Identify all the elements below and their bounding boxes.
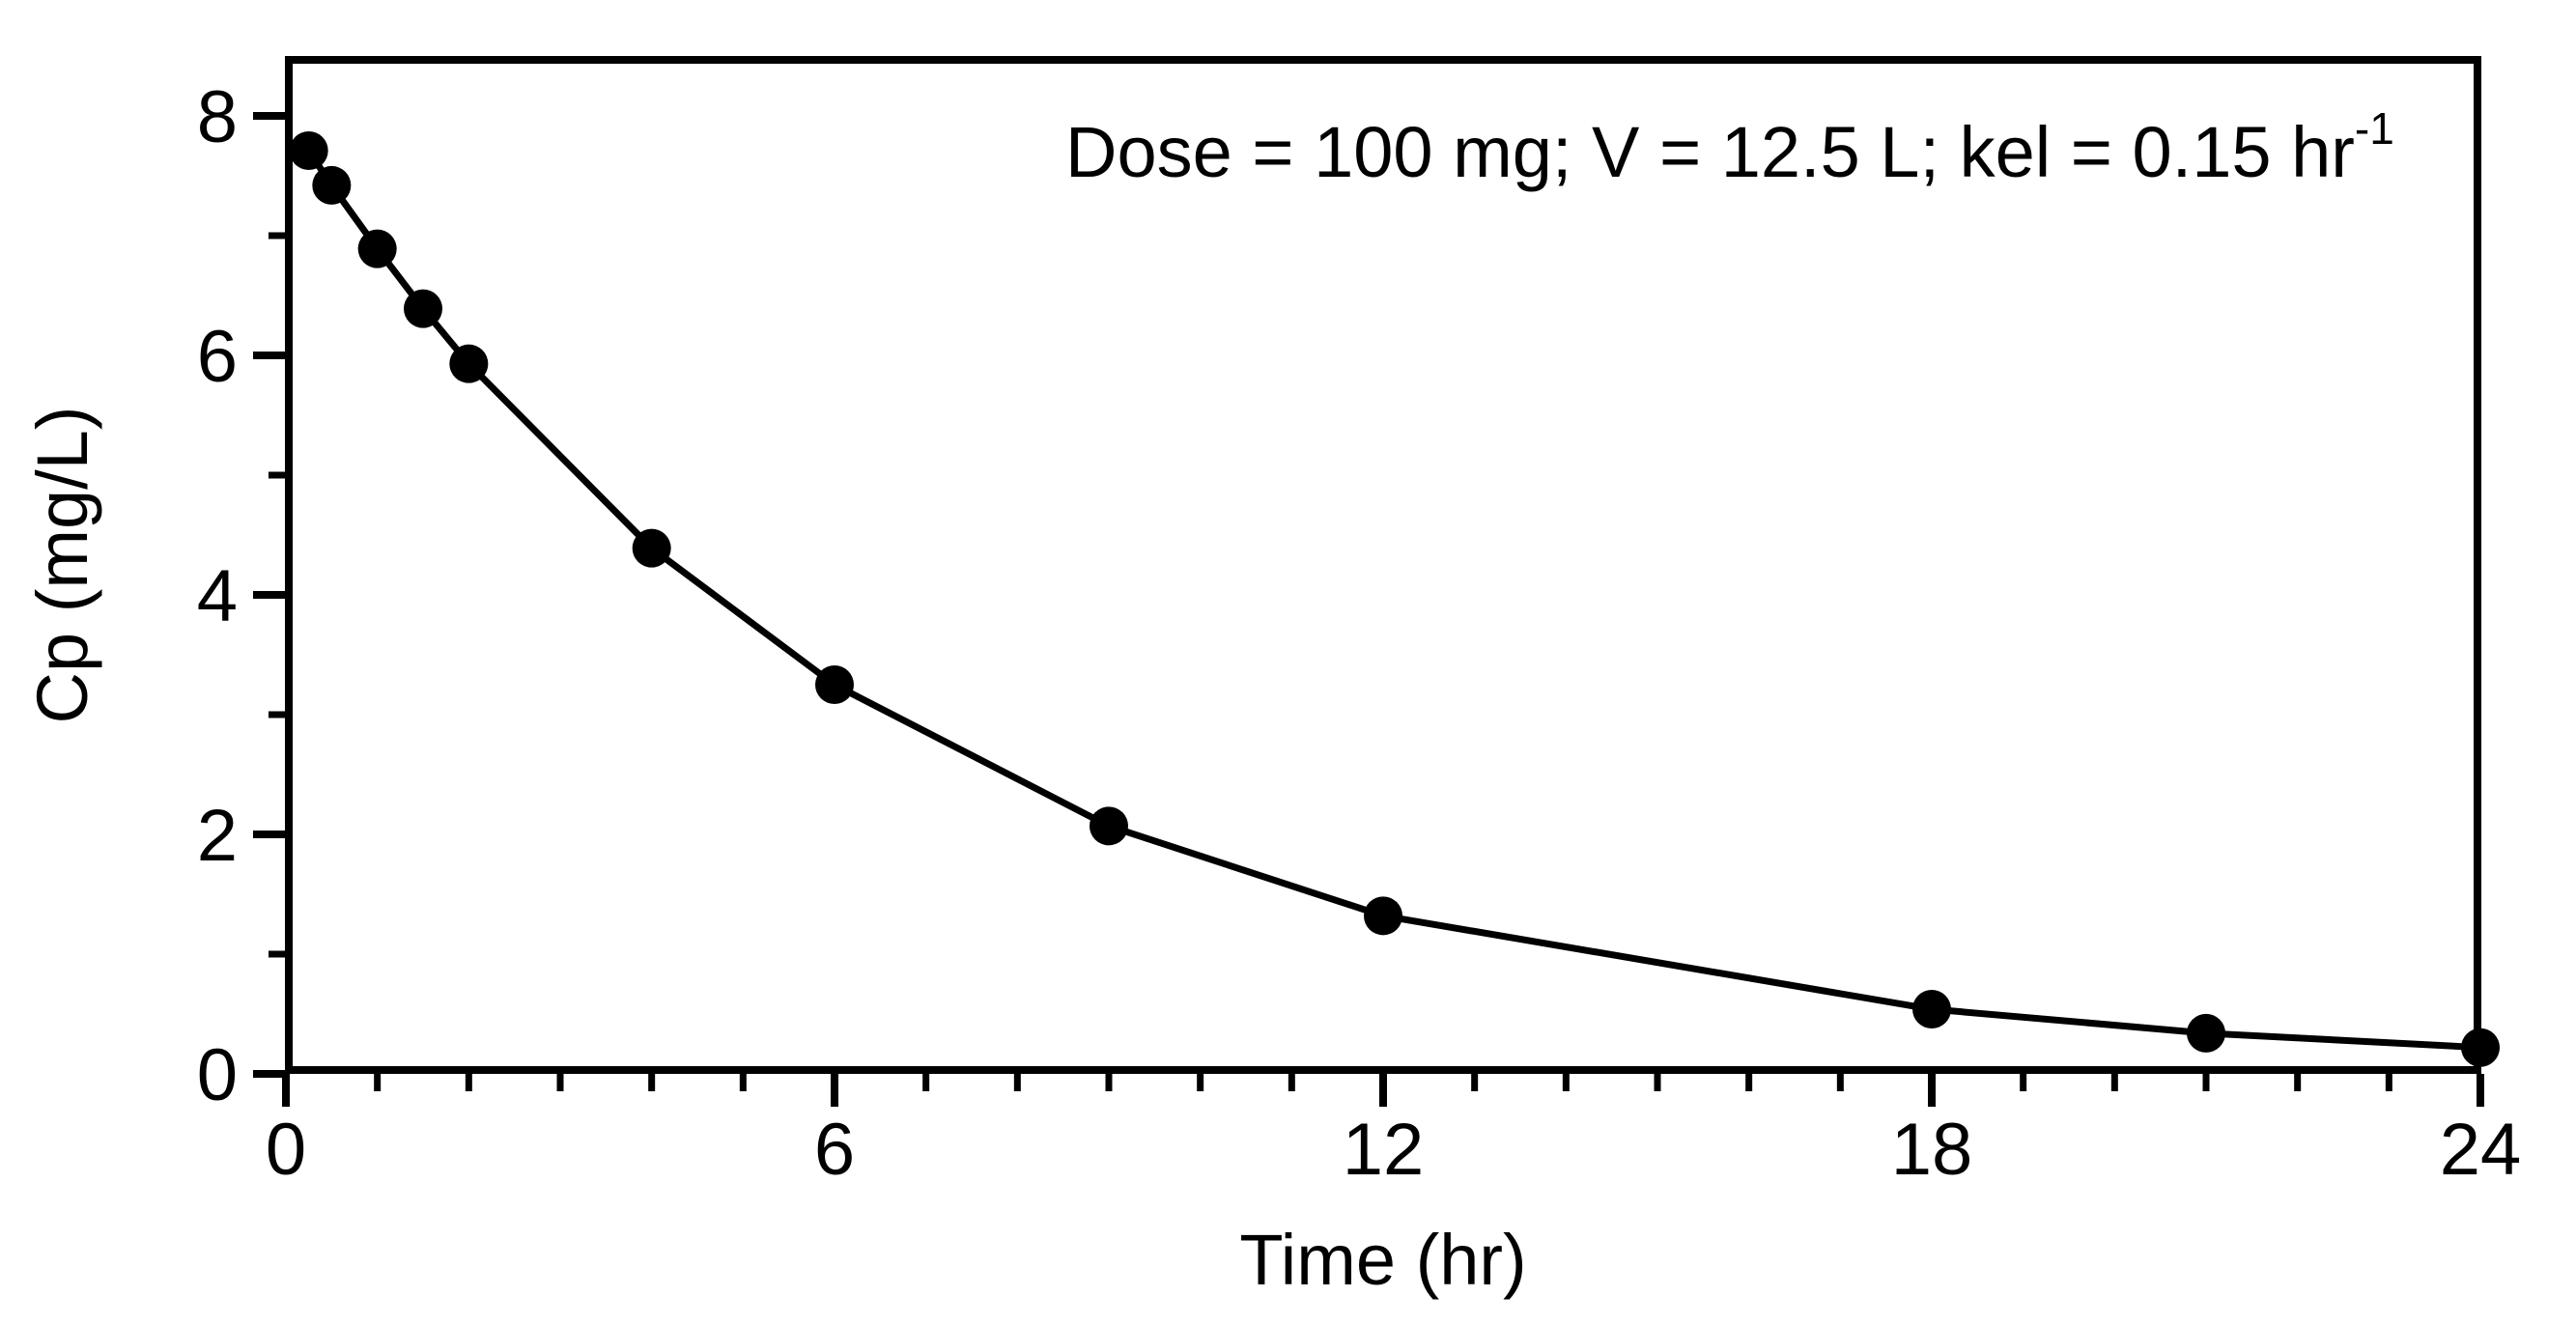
- major-ticks: [253, 112, 2484, 1107]
- data-point-marker: [1912, 990, 1951, 1029]
- x-tick-label: 12: [1343, 1109, 1425, 1191]
- y-tick-label: 2: [197, 795, 238, 877]
- annotation-text: Dose = 100 mg; V = 12.5 L; kel = 0.15 hr: [1065, 112, 2355, 192]
- data-point-marker: [632, 528, 671, 568]
- x-tick-labels: 0 6 12 18 24: [266, 1109, 2521, 1191]
- data-point-marker: [815, 665, 854, 704]
- data-point-marker: [2187, 1013, 2225, 1053]
- plot-frame: [285, 56, 2481, 1074]
- y-tick-label: 6: [197, 316, 238, 398]
- annotation-superscript: -1: [2355, 103, 2394, 154]
- series-markers: [289, 130, 2500, 1067]
- y-tick-label: 4: [197, 555, 238, 637]
- x-tick-label: 6: [814, 1109, 855, 1191]
- data-point-marker: [1364, 896, 1402, 936]
- x-tick-label: 24: [2440, 1109, 2522, 1191]
- x-tick-label: 0: [266, 1109, 306, 1191]
- data-point-marker: [2461, 1028, 2500, 1067]
- y-axis-title: Cp (mg/L): [22, 407, 102, 724]
- parameter-annotation: Dose = 100 mg; V = 12.5 L; kel = 0.15 hr…: [1065, 103, 2394, 192]
- data-point-marker: [404, 289, 442, 328]
- data-point-marker: [449, 344, 489, 383]
- y-tick-labels: 0 2 4 6 8: [197, 76, 238, 1116]
- y-tick-label: 0: [197, 1034, 238, 1116]
- data-point-marker: [312, 165, 352, 205]
- x-axis-title: Time (hr): [1239, 1220, 1526, 1300]
- minor-ticks: [269, 232, 2392, 1091]
- data-point-marker: [289, 130, 328, 170]
- data-point-marker: [1090, 806, 1128, 846]
- y-tick-label: 8: [197, 76, 238, 158]
- data-point-marker: [357, 229, 397, 268]
- x-tick-label: 18: [1891, 1109, 1973, 1191]
